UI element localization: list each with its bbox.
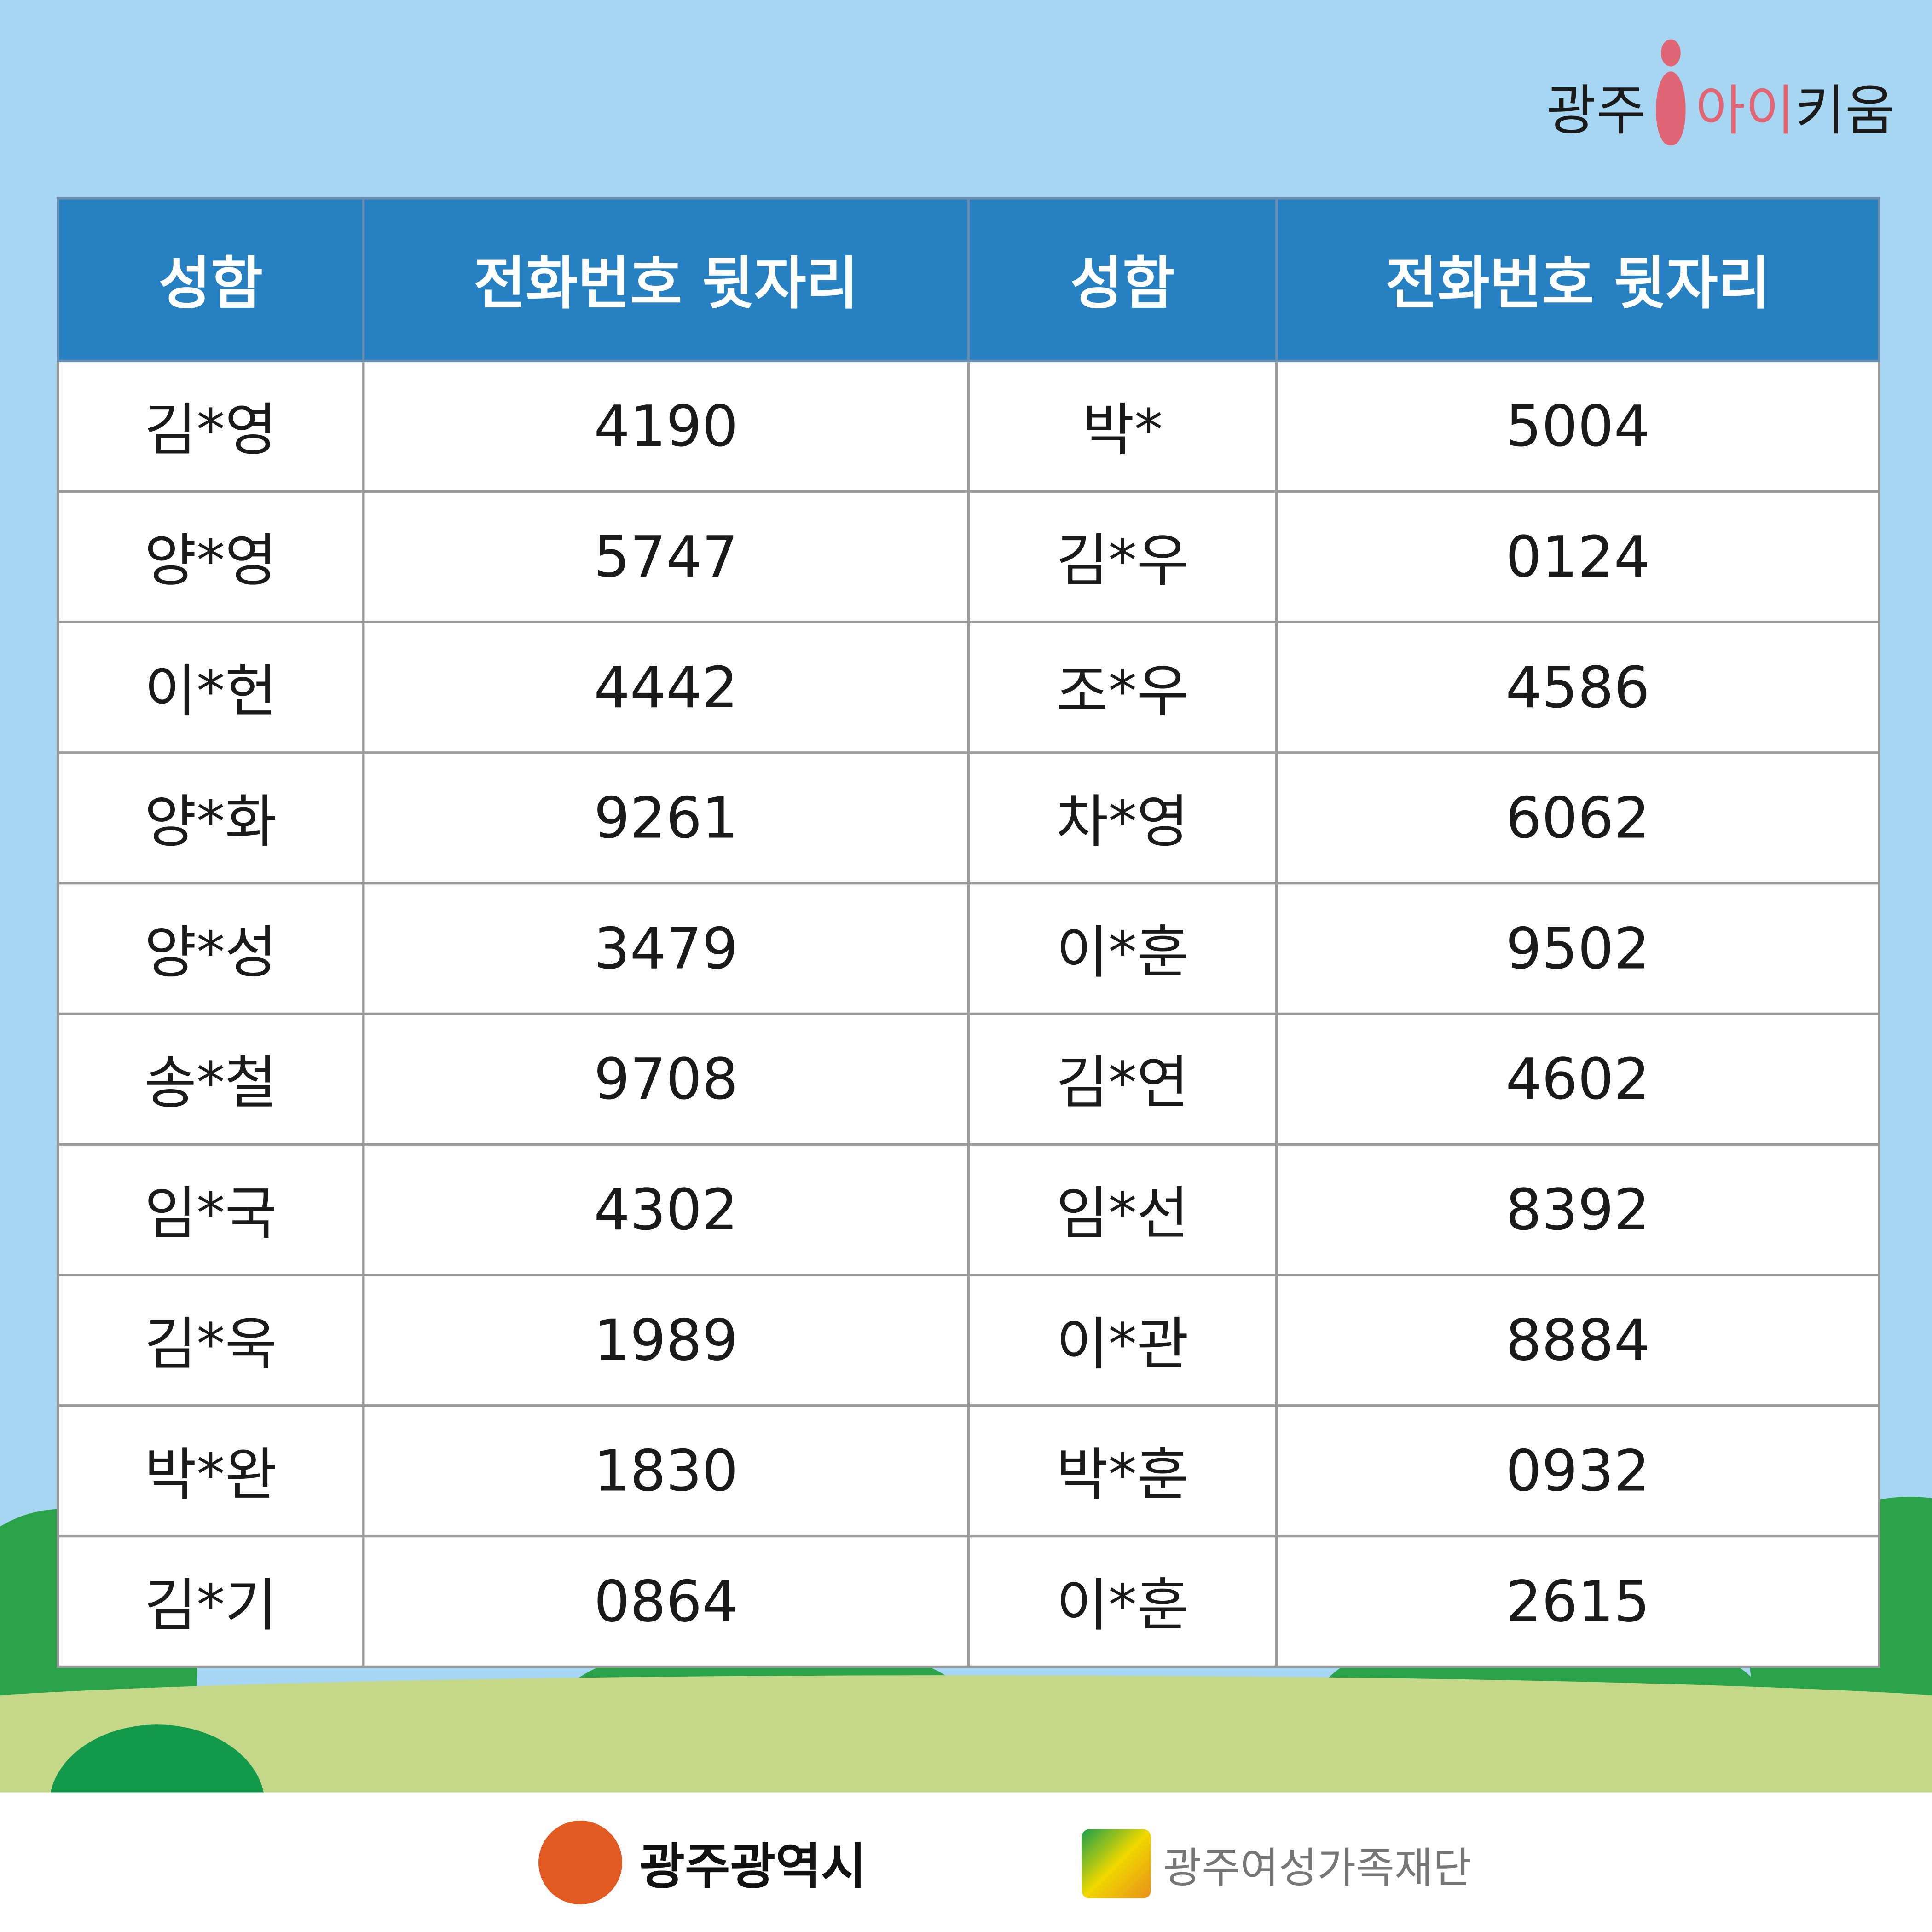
table-row: 박*완 1830 박*훈 0932 bbox=[57, 1404, 1880, 1538]
table-row: 양*성 3479 이*훈 9502 bbox=[57, 882, 1880, 1015]
footer bbox=[0, 1792, 1932, 1932]
header-phone: 전화번호 뒷자리 bbox=[1275, 197, 1880, 363]
foundation-logo: 광주여성가족재단 bbox=[1082, 1829, 1472, 1898]
header-name: 성함 bbox=[57, 197, 365, 363]
name-cell: 김*욱 bbox=[57, 1274, 365, 1407]
name-cell: 이*관 bbox=[967, 1274, 1278, 1407]
name-cell: 양*성 bbox=[57, 882, 365, 1015]
phone-cell: 4586 bbox=[1275, 621, 1880, 754]
name-cell: 임*선 bbox=[967, 1143, 1278, 1276]
name-cell: 박*완 bbox=[57, 1404, 365, 1538]
table-header-row: 성함 전화번호 뒷자리 성함 전화번호 뒷자리 bbox=[57, 197, 1880, 363]
phone-cell: 0864 bbox=[362, 1534, 970, 1668]
logo-prefix: 광주 bbox=[1546, 80, 1646, 143]
name-cell: 박* bbox=[967, 359, 1278, 493]
name-cell: 이*헌 bbox=[57, 621, 365, 754]
name-cell: 조*우 bbox=[967, 621, 1278, 754]
phone-cell: 9502 bbox=[1275, 882, 1880, 1015]
table-row: 송*철 9708 김*연 4602 bbox=[57, 1012, 1880, 1146]
table-row: 김*기 0864 이*훈 2615 bbox=[57, 1534, 1880, 1668]
phone-cell: 4302 bbox=[362, 1143, 970, 1276]
phone-cell: 4442 bbox=[362, 621, 970, 754]
name-cell: 양*화 bbox=[57, 751, 365, 885]
winners-table: 성함 전화번호 뒷자리 성함 전화번호 뒷자리 김*영 4190 박* 5004 양*영… bbox=[57, 197, 1880, 1668]
phone-cell: 2615 bbox=[1275, 1534, 1880, 1668]
phone-cell: 8392 bbox=[1275, 1143, 1880, 1276]
table-row: 양*영 5747 김*우 0124 bbox=[57, 490, 1880, 623]
gwangju-emblem-icon bbox=[538, 1821, 623, 1905]
city-name: 광주광역시 bbox=[639, 1839, 867, 1896]
person-i-icon bbox=[1654, 39, 1688, 145]
gwangju-ikium-logo: 광주 아이 키움 bbox=[1546, 35, 1895, 145]
phone-cell: 5747 bbox=[362, 490, 970, 623]
name-cell: 김*영 bbox=[57, 359, 365, 493]
table-row: 김*욱 1989 이*관 8884 bbox=[57, 1274, 1880, 1407]
foundation-name: 광주여성가족재단 bbox=[1163, 1843, 1472, 1893]
name-cell: 양*영 bbox=[57, 490, 365, 623]
name-cell: 박*훈 bbox=[967, 1404, 1278, 1538]
name-cell: 송*철 bbox=[57, 1012, 365, 1146]
logo-highlight: 아이 bbox=[1695, 80, 1795, 143]
name-cell: 이*훈 bbox=[967, 882, 1278, 1015]
gwangju-city-logo: 광주광역시 bbox=[538, 1821, 867, 1905]
name-cell: 김*우 bbox=[967, 490, 1278, 623]
table-row: 이*헌 4442 조*우 4586 bbox=[57, 621, 1880, 754]
phone-cell: 4602 bbox=[1275, 1012, 1880, 1146]
table-row: 임*국 4302 임*선 8392 bbox=[57, 1143, 1880, 1276]
phone-cell: 3479 bbox=[362, 882, 970, 1015]
table-row: 양*화 9261 차*영 6062 bbox=[57, 751, 1880, 885]
logo-suffix: 키움 bbox=[1795, 80, 1895, 143]
phone-cell: 0124 bbox=[1275, 490, 1880, 623]
foundation-emblem-icon bbox=[1082, 1829, 1151, 1898]
name-cell: 김*연 bbox=[967, 1012, 1278, 1146]
phone-cell: 5004 bbox=[1275, 359, 1880, 493]
phone-cell: 1830 bbox=[362, 1404, 970, 1538]
name-cell: 김*기 bbox=[57, 1534, 365, 1668]
phone-cell: 8884 bbox=[1275, 1274, 1880, 1407]
phone-cell: 9261 bbox=[362, 751, 970, 885]
header-name: 성함 bbox=[967, 197, 1278, 363]
phone-cell: 6062 bbox=[1275, 751, 1880, 885]
header-phone: 전화번호 뒷자리 bbox=[362, 197, 970, 363]
phone-cell: 4190 bbox=[362, 359, 970, 493]
name-cell: 차*영 bbox=[967, 751, 1278, 885]
name-cell: 임*국 bbox=[57, 1143, 365, 1276]
phone-cell: 1989 bbox=[362, 1274, 970, 1407]
name-cell: 이*훈 bbox=[967, 1534, 1278, 1668]
phone-cell: 9708 bbox=[362, 1012, 970, 1146]
phone-cell: 0932 bbox=[1275, 1404, 1880, 1538]
table-row: 김*영 4190 박* 5004 bbox=[57, 359, 1880, 493]
